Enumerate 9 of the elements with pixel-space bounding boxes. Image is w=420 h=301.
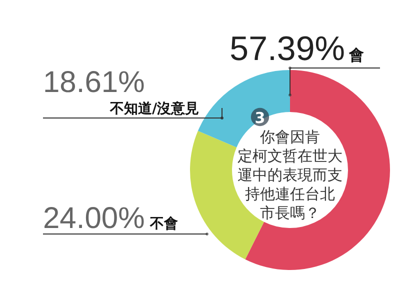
donut-slice [198,70,290,148]
slice-label: 會 [348,46,364,64]
data-label: 24.00% [43,202,145,235]
data-label: 57.39% [230,30,345,68]
slice-label: 不會 [149,216,178,232]
text: 你會因肯定柯文哲在世大運中的表現而支持他連任台北市長嗎？ [238,128,342,222]
data-label: 18.61% [43,66,145,99]
slice-label: 不知道/沒意見 [109,100,200,117]
text: 3 [254,109,266,127]
